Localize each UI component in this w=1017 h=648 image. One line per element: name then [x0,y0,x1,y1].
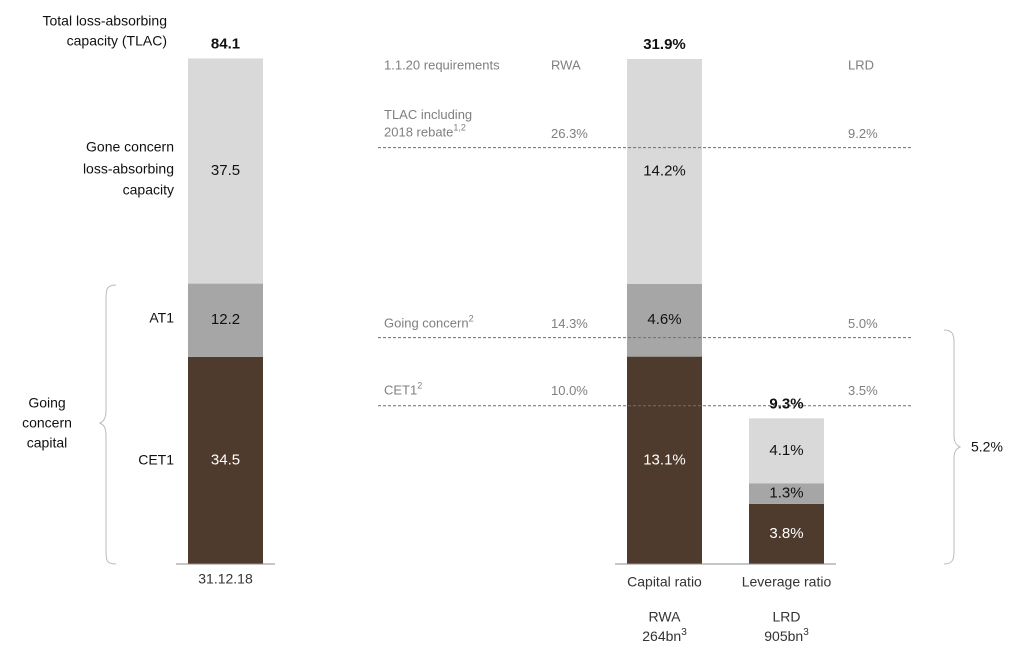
going-concern-lrd-requirement: 5.0% [848,316,878,331]
tlac-bar-cet1-value: 34.5 [211,451,240,468]
gone-concern-label: Gone concern [86,139,174,155]
gone-concern-label: loss-absorbing [83,161,174,177]
requirements-header: 1.1.20 requirements [384,57,500,72]
going-concern-capital-label: Going [28,395,65,411]
cet1-rwa-requirement: 10.0% [551,383,588,398]
tlac-lrd-requirement: 9.2% [848,126,878,141]
text-layer: 34.5 12.2 37.5 84.1 31.12.18 Total loss-absor… [22,13,1003,644]
cet1-label: CET1 [138,452,174,468]
leverage-ratio-bar-cet1-value: 3.8% [769,525,803,542]
capital-ratio-bar-gone-concern-segment [627,59,702,284]
going-concern-brace [98,284,117,565]
lrd-header: LRD [848,57,874,72]
gone-concern-label: capacity [123,182,174,198]
leverage-ratio-bar-at1-segment [749,483,824,504]
at1-label: AT1 [149,310,174,326]
tlac-bar-cet1-segment [188,356,263,564]
tlac-total-value: 84.1 [211,35,240,52]
lrd-denominator: LRD [772,609,800,625]
tlac-requirement-label: 2018 rebate1,2 [384,123,466,140]
requirement-lines [98,147,962,565]
tlac-requirement-label: TLAC including [384,107,472,122]
tlac-bar-at1-value: 12.2 [211,311,240,328]
rwa-denominator-value: 264bn3 [642,627,687,644]
leverage-ratio-bar-at1-value: 1.3% [769,485,803,502]
leverage-ratio-bar-gone-concern-value: 4.1% [769,442,803,459]
cet1-requirement-label: CET12 [384,381,422,398]
leverage-ratio-bar-gone-concern-segment [749,418,824,484]
leverage-ratio-total: 9.3% [769,395,803,412]
capital-ratio-bar-gone-concern-value: 14.2% [643,162,686,179]
going-concern-rwa-requirement: 14.3% [551,316,588,331]
tlac-bar-gone-concern-value: 37.5 [211,162,240,179]
total-tlac-label: Total loss-absorbing [42,13,167,29]
tlac-bar-gone-concern-segment [188,58,263,284]
rwa-denominator: RWA [649,609,682,625]
capital-ratio-bar-at1-value: 4.6% [647,311,681,328]
capital-ratio-bar-at1-segment [627,283,702,357]
going-concern-capital-label: concern [22,415,72,431]
cet1-lrd-requirement: 3.5% [848,383,878,398]
rwa-header: RWA [551,57,581,72]
left-x-label: 31.12.18 [198,571,253,587]
going-concern-requirement-label: Going concern2 [384,314,474,331]
bars-layer [188,58,824,564]
capital-ratio-bar-cet1-value: 13.1% [643,451,686,468]
total-tlac-label: capacity (TLAC) [67,33,167,49]
lrd-denominator-value: 905bn3 [764,627,809,644]
going-concern-capital-label: capital [27,435,67,451]
capital-ratio-caption: Capital ratio [627,574,702,590]
leverage-ratio-bar-cet1-segment [749,503,824,564]
tlac-bar-at1-segment [188,283,263,357]
tlac-rwa-requirement: 26.3% [551,126,588,141]
capital-ratio-total: 31.9% [643,36,686,53]
leverage-brace [943,329,962,565]
leverage-ratio-caption: Leverage ratio [742,574,832,590]
capital-ratio-bar-cet1-segment [627,356,702,564]
leverage-brace-value: 5.2% [971,439,1003,455]
